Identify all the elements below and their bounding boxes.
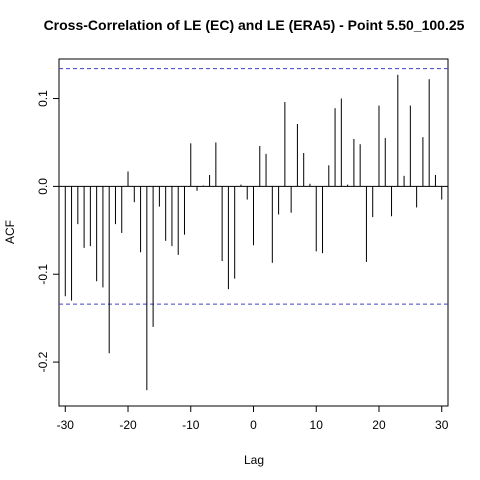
acf-bars (65, 75, 441, 390)
x-axis-label: Lag (244, 453, 264, 467)
y-tick-label: 0.1 (36, 90, 50, 107)
x-tick-label: 30 (435, 418, 449, 432)
x-tick-label: 10 (310, 418, 324, 432)
x-tick-label: -10 (182, 418, 200, 432)
y-tick-label: -0.2 (36, 351, 50, 372)
y-axis-label: ACF (3, 220, 17, 244)
y-tick-label: 0.0 (36, 178, 50, 195)
x-tick-label: -30 (57, 418, 75, 432)
x-axis: -30 -20 -10 0 10 20 30 (57, 406, 449, 432)
x-tick-label: -20 (119, 418, 137, 432)
chart-title: Cross-Correlation of LE (EC) and LE (ERA… (44, 17, 465, 33)
y-axis: -0.2 -0.1 0.0 0.1 (36, 90, 59, 373)
x-tick-label: 20 (372, 418, 386, 432)
y-tick-label: -0.1 (36, 264, 50, 285)
x-tick-label: 0 (250, 418, 257, 432)
